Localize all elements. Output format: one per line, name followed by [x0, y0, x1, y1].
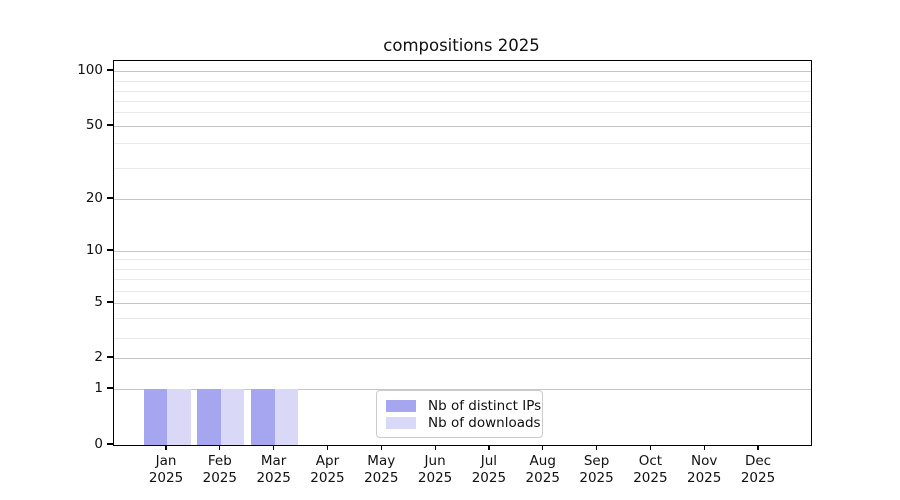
y-tick-label-2: 2: [94, 349, 103, 365]
major-gridline-50: [114, 126, 811, 127]
x-tick-year: 2025: [417, 470, 453, 486]
x-tick-year: 2025: [364, 470, 399, 486]
x-tick-month: Jan: [155, 453, 177, 469]
y-tick-mark-5: [107, 301, 113, 303]
chart-title: compositions 2025: [383, 36, 540, 55]
y-tick-label-10: 10: [85, 242, 103, 258]
x-tick-month: May: [367, 453, 396, 469]
x-tick-mark-jun: [434, 445, 436, 451]
plot-area: [113, 60, 812, 446]
minor-gridline-6: [114, 291, 811, 292]
y-tick-mark-20: [107, 197, 113, 199]
legend-entry-downloads: Nb of downloads: [386, 414, 541, 431]
minor-gridline-80: [114, 91, 811, 92]
x-tick-label-mar: Mar 2025: [242, 453, 306, 487]
minor-gridline-9: [114, 259, 811, 260]
y-tick-label-1: 1: [94, 380, 103, 396]
minor-gridline-30: [114, 168, 811, 169]
x-tick-label-oct: Oct 2025: [618, 453, 682, 487]
bar-distinct-ips-mar: [251, 389, 275, 445]
x-tick-mark-aug: [542, 445, 544, 451]
y-tick-mark-2: [107, 356, 113, 358]
bar-downloads-feb: [220, 389, 245, 445]
x-tick-label-sep: Sep 2025: [565, 453, 629, 487]
legend-label-downloads: Nb of downloads: [428, 414, 541, 431]
bar-distinct-ips-jan: [143, 389, 167, 445]
x-tick-mark-apr: [326, 445, 329, 451]
x-tick-year: 2025: [579, 470, 614, 486]
bar-distinct-ips-feb: [197, 389, 221, 445]
x-tick-month: Mar: [260, 453, 287, 469]
legend: Nb of distinct IPs Nb of downloads: [376, 390, 543, 438]
x-tick-year: 2025: [148, 470, 184, 486]
x-tick-year: 2025: [687, 470, 722, 486]
y-tick-mark-100: [107, 69, 113, 71]
x-tick-label-dec: Dec 2025: [726, 453, 790, 487]
x-tick-year: 2025: [525, 470, 560, 486]
x-tick-year: 2025: [310, 470, 345, 486]
x-tick-year: 2025: [471, 470, 507, 486]
x-tick-month: Apr: [315, 453, 340, 469]
y-tick-label-100: 100: [77, 62, 103, 78]
x-tick-month: Jul: [480, 453, 498, 469]
x-tick-label-nov: Nov 2025: [672, 453, 736, 487]
major-gridline-20: [114, 199, 811, 200]
x-tick-label-jun: Jun 2025: [403, 453, 467, 487]
x-tick-month: Aug: [529, 453, 556, 469]
major-gridline-100: [114, 71, 811, 72]
major-gridline-2: [114, 358, 811, 359]
x-tick-label-aug: Aug 2025: [511, 453, 575, 487]
legend-label-distinct-ips: Nb of distinct IPs: [428, 397, 542, 414]
minor-gridline-60: [114, 112, 811, 113]
x-tick-mark-mar: [273, 445, 275, 451]
y-tick-label-20: 20: [85, 190, 103, 206]
y-tick-mark-0: [107, 443, 113, 445]
x-tick-mark-jul: [488, 445, 490, 451]
x-tick-month: Sep: [583, 453, 610, 469]
minor-gridline-40: [114, 143, 811, 144]
minor-gridline-70: [114, 101, 811, 102]
x-tick-label-jul: Jul 2025: [457, 453, 521, 487]
x-tick-year: 2025: [202, 470, 237, 486]
x-tick-year: 2025: [256, 470, 291, 486]
x-tick-mark-dec: [757, 445, 759, 451]
x-tick-label-apr: Apr 2025: [295, 453, 359, 487]
x-tick-label-may: May 2025: [349, 453, 413, 487]
y-tick-mark-10: [107, 249, 113, 251]
x-tick-mark-feb: [219, 445, 221, 451]
x-tick-month: Dec: [744, 453, 772, 469]
x-tick-month: Jun: [424, 453, 446, 469]
minor-gridline-7: [114, 279, 811, 280]
x-tick-year: 2025: [740, 470, 776, 486]
major-gridline-5: [114, 303, 811, 304]
legend-entry-distinct-ips: Nb of distinct IPs: [386, 397, 541, 414]
x-tick-month: Nov: [691, 453, 718, 469]
x-tick-mark-oct: [649, 445, 651, 451]
x-tick-mark-jan: [165, 445, 167, 451]
x-tick-mark-nov: [703, 445, 705, 451]
y-tick-label-5: 5: [94, 294, 103, 310]
y-tick-label-50: 50: [85, 117, 103, 133]
minor-gridline-4: [114, 318, 811, 319]
x-tick-month: Feb: [207, 453, 232, 469]
x-tick-year: 2025: [633, 470, 668, 486]
bar-downloads-jan: [167, 389, 191, 445]
legend-swatch-distinct-ips: [386, 399, 416, 412]
y-tick-mark-1: [107, 387, 113, 389]
x-tick-mark-may: [380, 445, 382, 451]
x-tick-label-jan: Jan 2025: [134, 453, 198, 487]
minor-gridline-3: [114, 338, 811, 339]
y-tick-mark-50: [107, 124, 113, 126]
y-tick-label-0: 0: [94, 436, 103, 452]
bar-downloads-mar: [274, 389, 299, 445]
x-tick-label-feb: Feb 2025: [188, 453, 252, 487]
minor-gridline-90: [114, 81, 811, 82]
x-tick-mark-sep: [595, 445, 598, 451]
legend-swatch-downloads: [386, 416, 416, 429]
minor-gridline-8: [114, 269, 811, 270]
x-tick-month: Oct: [638, 453, 663, 469]
major-gridline-1: [114, 389, 811, 390]
major-gridline-10: [114, 251, 811, 252]
